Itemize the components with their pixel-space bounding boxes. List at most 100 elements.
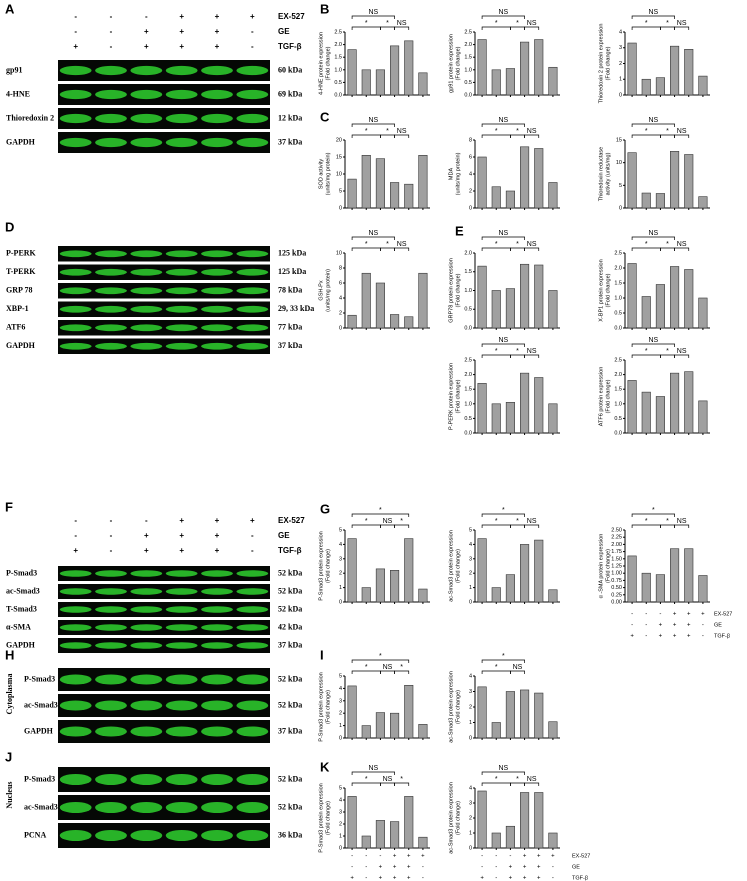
bracket <box>510 782 525 786</box>
significance: NS <box>677 241 687 248</box>
blot-band <box>130 305 163 313</box>
treatment-sign: + <box>523 865 527 871</box>
bar <box>684 269 694 329</box>
bar <box>698 297 708 329</box>
treatment-sign: + <box>73 42 78 51</box>
band-kda: 36 kDa <box>278 830 302 839</box>
bar <box>404 183 414 209</box>
y-axis-label: (Fold change) <box>455 690 461 724</box>
bar <box>418 272 428 329</box>
blot-band <box>201 774 233 785</box>
blot-band <box>130 700 163 711</box>
bar <box>390 821 400 849</box>
bar <box>520 689 530 739</box>
bracket <box>481 513 525 517</box>
bar <box>375 69 385 96</box>
band-name: ac-Smad3 <box>24 700 58 709</box>
treatment-sign: - <box>379 854 381 860</box>
treatment-sign: + <box>673 623 677 629</box>
blot-band <box>201 89 233 100</box>
band-kda: 52 kDa <box>278 802 302 811</box>
y-tick-label: 2 <box>339 571 342 577</box>
bracket <box>394 670 410 674</box>
blot-band <box>130 113 163 124</box>
y-tick-label: 4 <box>339 686 342 692</box>
significance: NS <box>677 20 687 27</box>
treatment-sign: + <box>179 531 184 540</box>
band-name: T-Smad3 <box>6 604 37 613</box>
y-tick-label: 0.0 <box>334 92 342 98</box>
bar <box>361 835 371 849</box>
bar <box>491 587 501 603</box>
bracket <box>660 134 675 138</box>
blot-strip <box>58 668 270 691</box>
blot-band <box>165 700 198 711</box>
bar <box>404 538 414 603</box>
significance: NS <box>527 128 537 135</box>
blot-band <box>130 268 163 276</box>
bar <box>627 152 637 209</box>
y-tick-label: 0.50 <box>611 585 622 591</box>
bracket <box>481 524 511 528</box>
band-name: P-Smad3 <box>6 568 37 577</box>
y-axis-label: P-PERK protein expression <box>448 363 454 430</box>
panel-letter: C <box>320 109 330 124</box>
treatment-sign: - <box>422 876 424 881</box>
bar <box>491 186 501 209</box>
bracket <box>524 524 540 528</box>
treatment-sign: + <box>179 42 184 51</box>
bar <box>534 264 544 329</box>
treatment-sign: - <box>251 546 254 555</box>
bracket <box>351 670 381 674</box>
bar <box>698 75 708 96</box>
y-tick-label: 1 <box>339 585 342 591</box>
y-axis-label: (Fold change) <box>605 46 611 80</box>
bar <box>548 290 558 329</box>
y-tick-label: 0 <box>469 599 472 605</box>
band-name: α-SMA <box>6 622 31 631</box>
treatment-sign: + <box>537 876 541 881</box>
significance: * <box>379 507 382 514</box>
treatment-sign: - <box>251 531 254 540</box>
y-axis-label: (Fold change) <box>455 379 461 413</box>
y-tick-label: 1.0 <box>464 288 472 294</box>
band-name: GAPDH <box>6 137 36 146</box>
blot-band <box>236 642 269 649</box>
bar <box>418 72 428 96</box>
blot-band <box>130 588 163 595</box>
bar <box>534 792 544 849</box>
treatment-name: GE <box>714 622 722 628</box>
y-axis-label: P-Smad3 protein expression <box>318 783 324 852</box>
blot-band <box>236 606 269 613</box>
y-tick-label: 3 <box>469 800 472 806</box>
treatment-name: EX-527 <box>572 853 590 859</box>
bar <box>520 372 530 434</box>
bracket <box>631 524 661 528</box>
significance: NS <box>397 20 407 27</box>
treatment-sign: - <box>645 623 647 629</box>
bar <box>534 539 544 603</box>
y-axis-label: ac-Smad3 protein expression <box>448 530 454 602</box>
bracket <box>351 782 381 786</box>
blot-band <box>201 137 233 148</box>
blot-strip <box>58 823 270 848</box>
y-tick-label: 2.5 <box>614 357 622 363</box>
bracket <box>481 343 525 347</box>
treatment-sign: + <box>537 854 541 860</box>
treatment-sign: - <box>110 12 113 21</box>
blot-band <box>130 624 163 631</box>
bracket <box>481 670 511 674</box>
y-tick-label: 0.0 <box>464 430 472 436</box>
bar <box>505 574 515 603</box>
significance: NS <box>677 128 687 135</box>
band-kda: 37 kDa <box>278 137 302 146</box>
treatment-sign: + <box>215 42 220 51</box>
bar <box>347 796 357 849</box>
blot-band <box>95 89 127 100</box>
y-tick-label: 0.25 <box>611 592 622 598</box>
significance: NS <box>368 765 378 772</box>
treatment-sign: - <box>145 12 148 21</box>
y-tick-label: 1 <box>469 720 472 726</box>
bar <box>520 792 530 849</box>
treatment-sign: + <box>407 854 411 860</box>
